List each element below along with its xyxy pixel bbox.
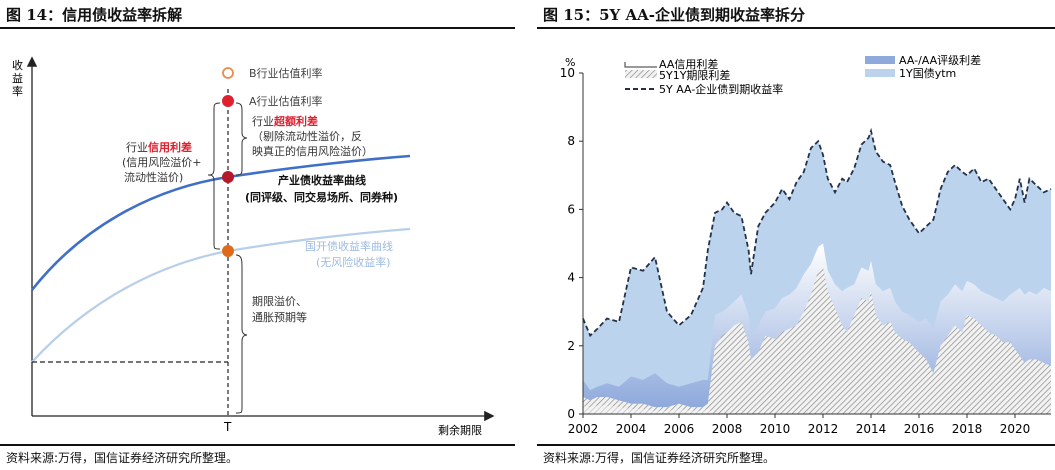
b-rate-label: B行业估值利率 [249, 66, 323, 80]
series-credit-spread-area [583, 405, 1051, 414]
industry-curve-point [222, 171, 234, 183]
x-tick-label: 2004 [616, 422, 647, 436]
left-figure-title: 图 14：信用债收益率拆解 [6, 6, 183, 24]
left-source-rule [0, 444, 515, 446]
legend-credit-spread: AA信用利差 [659, 57, 718, 71]
legend-swatch-1y-ytm [865, 69, 895, 77]
left-source-note: 资料来源:万得，国信证券经济研究所整理。 [6, 451, 239, 465]
excess-spread-prefix: 行业 [252, 115, 274, 128]
series-rating-spread-area [583, 243, 1051, 408]
term-premium-label-2: 通胀预期等 [252, 310, 307, 324]
y-axis-label-3: 率 [12, 84, 23, 98]
credit-spread-emphasis: 信用利差 [148, 140, 192, 154]
legend-swatch-rating-spread [865, 56, 895, 64]
right-source-rule [537, 444, 1055, 446]
a-industry-rate-marker [222, 95, 234, 107]
x-tick-label: 2012 [808, 422, 839, 436]
x-tick-label: 2020 [1000, 422, 1031, 436]
x-tick-label: 2016 [904, 422, 935, 436]
credit-spread-bracket [207, 102, 221, 250]
excess-spread-label: 行业超额利差 [252, 114, 318, 128]
right-title-rule [537, 27, 1055, 29]
excess-spread-emphasis: 超额利差 [273, 114, 318, 128]
chart-axes: 0 2 4 6 8 10 2002 2004 2006 2008 2010 2012 2014 2016 2… [560, 66, 1051, 436]
y-tick-label: 4 [567, 271, 575, 285]
y-tick-label: 2 [567, 339, 575, 353]
credit-spread-note-2: 流动性溢价) [124, 170, 183, 184]
series-term-spread-area [583, 267, 1051, 414]
right-panel: 图 15：5Y AA-企业债到期收益率拆分 0 2 4 6 8 10 2002 2004 200… [537, 0, 1055, 470]
excess-spread-bracket [235, 102, 248, 176]
y-axis-label-2: 益 [12, 71, 23, 85]
excess-spread-note-1: （剔除流动性溢价，反 [252, 129, 362, 143]
industry-curve-label: 产业债收益率曲线 [278, 173, 366, 187]
legend-1y-ytm: 1Y国债ytm [899, 66, 956, 80]
left-title-rule [0, 27, 515, 29]
y-unit-label: % [565, 56, 575, 69]
y-tick-label: 0 [567, 407, 575, 421]
cdb-curve-note: (无风险收益率) [316, 255, 391, 269]
legend-swatch-credit-spread [624, 62, 657, 68]
x-axis-label: 剩余期限 [438, 423, 482, 437]
x-tick-label: 2008 [712, 422, 743, 436]
right-figure-title: 图 15：5Y AA-企业债到期收益率拆分 [543, 6, 805, 24]
term-premium-label-1: 期限溢价、 [252, 294, 307, 308]
x-tick-label: 2006 [664, 422, 695, 436]
b-industry-rate-marker [222, 67, 234, 79]
a-rate-label: A行业估值利率 [249, 94, 323, 108]
right-source-note: 资料来源:万得，国信证券经济研究所整理。 [543, 451, 776, 465]
legend-total-yield: 5Y AA-企业债到期收益率 [659, 82, 783, 96]
chart-legend: AA信用利差 5Y1Y期限利差 5Y AA-企业债到期收益率 AA-/AA评级利… [624, 53, 981, 96]
credit-spread-prefix: 行业 [126, 141, 148, 154]
x-tick-label: 2018 [952, 422, 983, 436]
y-tick-label: 8 [567, 134, 575, 148]
legend-term-spread: 5Y1Y期限利差 [659, 68, 730, 82]
series-total-yield-line [582, 127, 1052, 338]
credit-yield-diagram: 收 益 率 剩余期限 T B行业估值利率 A行业估值利率 行业超额利差 （剔除流… [12, 56, 495, 437]
legend-swatch-term-spread [625, 70, 657, 78]
x-tick-label: 2002 [568, 422, 599, 436]
credit-spread-note-1: (信用风险溢价+ [122, 155, 202, 169]
yield-decomposition-chart: 0 2 4 6 8 10 2002 2004 2006 2008 2010 2012 2014 2016 2… [560, 53, 1052, 436]
industry-curve-note: (同评级、同交易场所、同券种) [245, 190, 398, 204]
cdb-curve-label: 国开债收益率曲线 [305, 239, 393, 253]
cdb-curve-point [222, 245, 234, 257]
credit-spread-label: 行业信用利差 [126, 140, 192, 154]
y-tick-label: 10 [560, 66, 575, 80]
y-axis-label-1: 收 [12, 58, 23, 72]
legend-rating-spread: AA-/AA评级利差 [899, 53, 981, 67]
term-premium-bracket [235, 254, 248, 414]
x-tick-label: 2010 [760, 422, 791, 436]
x-tick-label: 2014 [856, 422, 887, 436]
left-panel: 图 14：信用债收益率拆解 收 益 率 剩余期限 T B行业估值利率 A行业估值… [0, 0, 515, 470]
t-tick-label: T [223, 420, 232, 434]
plot-area [582, 127, 1052, 414]
excess-spread-note-2: 映真正的信用风险溢价） [252, 144, 373, 158]
y-tick-label: 6 [567, 202, 575, 216]
